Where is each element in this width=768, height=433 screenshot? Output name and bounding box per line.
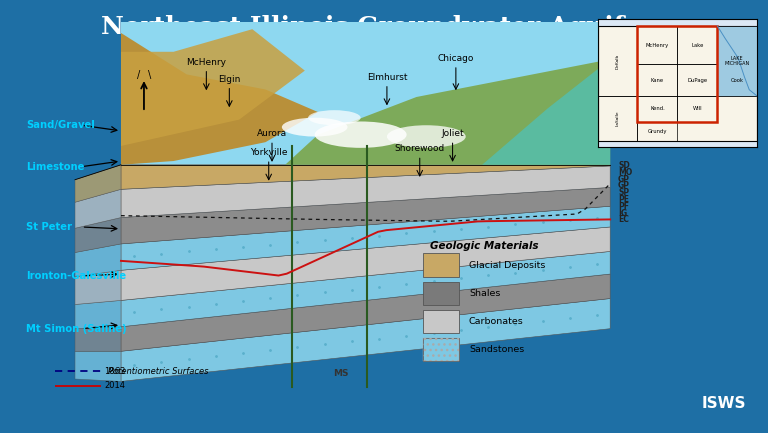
Polygon shape	[75, 217, 121, 252]
Bar	[677, 96, 717, 122]
Text: McHenry: McHenry	[187, 58, 227, 67]
Text: Will: Will	[693, 107, 702, 111]
FancyBboxPatch shape	[423, 310, 459, 333]
Polygon shape	[121, 274, 610, 351]
FancyBboxPatch shape	[423, 253, 459, 277]
FancyBboxPatch shape	[423, 338, 459, 362]
Text: Carbonates: Carbonates	[469, 317, 524, 326]
Bar	[637, 26, 677, 64]
Polygon shape	[75, 270, 121, 304]
FancyBboxPatch shape	[423, 281, 459, 305]
Bar	[598, 26, 637, 96]
Bar	[637, 122, 677, 141]
Polygon shape	[121, 298, 610, 381]
FancyBboxPatch shape	[121, 22, 610, 165]
Polygon shape	[121, 165, 610, 189]
Text: Sandstones: Sandstones	[469, 345, 525, 354]
Text: Aurora: Aurora	[257, 129, 287, 139]
Text: 1863: 1863	[104, 367, 126, 376]
Text: LAKE
MICHIGAN: LAKE MICHIGAN	[725, 55, 750, 66]
Text: LaSalle: LaSalle	[615, 111, 620, 126]
Text: Potentiometric Surfaces: Potentiometric Surfaces	[108, 367, 208, 376]
Ellipse shape	[282, 118, 347, 136]
Text: SP: SP	[618, 188, 629, 197]
Ellipse shape	[387, 125, 465, 148]
Polygon shape	[121, 33, 318, 165]
Text: Limestone: Limestone	[26, 162, 84, 171]
Text: ISWS: ISWS	[702, 396, 746, 411]
Polygon shape	[75, 301, 121, 329]
Polygon shape	[121, 206, 610, 270]
Text: SD: SD	[618, 161, 630, 170]
Text: 2014: 2014	[104, 381, 125, 390]
Text: Joliet: Joliet	[442, 129, 464, 139]
Text: McHenry: McHenry	[646, 42, 669, 48]
Bar	[637, 26, 717, 122]
Text: EC: EC	[618, 215, 629, 224]
Text: Lake: Lake	[691, 42, 703, 48]
Bar	[637, 64, 677, 96]
Text: Grundy: Grundy	[647, 129, 667, 134]
Polygon shape	[121, 227, 610, 301]
Text: Ironton-Galesville: Ironton-Galesville	[26, 271, 126, 281]
Polygon shape	[75, 165, 121, 202]
Bar	[637, 96, 677, 122]
Text: DeKalb: DeKalb	[615, 53, 620, 68]
Text: Geologic Materials: Geologic Materials	[429, 242, 538, 252]
Polygon shape	[121, 252, 610, 327]
Text: Cook: Cook	[731, 78, 743, 83]
Text: PE: PE	[618, 195, 629, 204]
Text: Shorewood: Shorewood	[395, 145, 445, 153]
Bar	[717, 26, 757, 96]
Text: Mt Simon (Saline): Mt Simon (Saline)	[26, 324, 127, 334]
Polygon shape	[121, 29, 305, 146]
Text: DuPage: DuPage	[687, 78, 707, 83]
Text: \: \	[148, 70, 151, 80]
Text: Sand/Gravel: Sand/Gravel	[26, 120, 94, 130]
Polygon shape	[285, 59, 610, 165]
Ellipse shape	[308, 110, 361, 125]
Polygon shape	[121, 166, 610, 217]
Text: Kane: Kane	[650, 78, 664, 83]
Text: IG: IG	[618, 209, 627, 217]
Text: Kend.: Kend.	[650, 107, 665, 111]
Bar	[677, 26, 717, 64]
Text: GP: GP	[618, 174, 630, 184]
Polygon shape	[75, 189, 121, 228]
Text: GP: GP	[618, 181, 630, 191]
Text: PF: PF	[618, 202, 629, 211]
Text: Elgin: Elgin	[218, 75, 240, 84]
Text: St Peter: St Peter	[26, 222, 71, 232]
Text: Glacial Deposits: Glacial Deposits	[469, 261, 545, 269]
Text: MS: MS	[333, 368, 349, 378]
Ellipse shape	[315, 122, 406, 148]
Bar	[598, 96, 637, 141]
Polygon shape	[75, 327, 121, 351]
Text: Shales: Shales	[469, 289, 501, 298]
Bar	[677, 64, 717, 96]
Polygon shape	[75, 244, 121, 277]
Text: Chicago: Chicago	[438, 54, 474, 63]
Text: MO: MO	[618, 168, 632, 177]
Text: Elmhurst: Elmhurst	[366, 73, 407, 82]
Bar	[717, 64, 757, 96]
Text: /: /	[137, 70, 140, 80]
Text: Northeast Illinois Groundwater Aquifers: Northeast Illinois Groundwater Aquifers	[101, 15, 667, 39]
Polygon shape	[482, 59, 610, 165]
Text: Yorkville: Yorkville	[250, 148, 287, 157]
Polygon shape	[121, 187, 610, 244]
Polygon shape	[75, 351, 121, 381]
